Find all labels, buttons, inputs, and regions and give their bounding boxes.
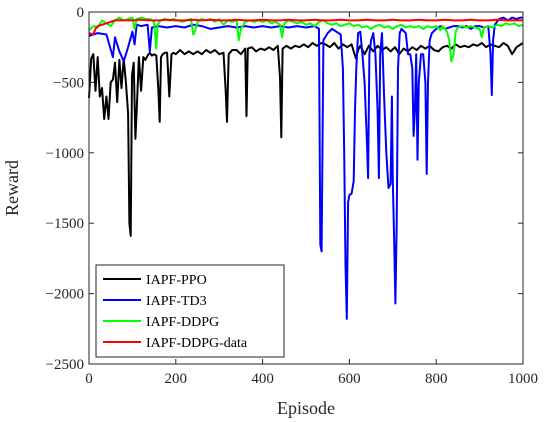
x-tick-label: 200 (165, 371, 188, 387)
legend: IAPF-PPO IAPF-TD3 IAPF-DDPG IAPF-DDPG-data (95, 264, 285, 358)
x-tick-label: 600 (338, 371, 361, 387)
y-tick-label: 0 (77, 5, 85, 21)
y-axis-title: Reward (2, 160, 22, 216)
series-line-iapf-ddpg (88, 16, 524, 63)
x-axis-ticks: 0 200 400 600 800 1000 (85, 12, 538, 387)
x-tick-label: 800 (425, 371, 448, 387)
x-tick-label: 400 (251, 371, 274, 387)
y-tick-label: −500 (53, 75, 84, 91)
y-tick-label: −2000 (46, 287, 84, 303)
y-tick-label: −1500 (46, 216, 84, 232)
legend-label: IAPF-DDPG (146, 315, 219, 330)
y-axis-ticks: 0 −500 −1000 −1500 −2000 −2500 (46, 5, 523, 373)
x-tick-label: 1000 (508, 371, 538, 387)
series-layer (88, 16, 524, 320)
y-tick-label: −2500 (46, 357, 84, 373)
x-tick-label: 0 (85, 371, 93, 387)
legend-label: IAPF-TD3 (146, 294, 207, 309)
legend-entry: IAPF-DDPG (103, 315, 219, 330)
y-tick-label: −1000 (46, 146, 84, 162)
series-line-iapf-ddpg-data (88, 18, 523, 36)
series-line-iapf-ppo (88, 42, 524, 237)
plot-frame (88, 11, 524, 365)
legend-entry: IAPF-TD3 (103, 294, 207, 309)
legend-label: IAPF-DDPG-data (146, 336, 248, 351)
legend-entry: IAPF-PPO (103, 273, 207, 288)
x-axis-title: Episode (277, 398, 335, 418)
legend-label: IAPF-PPO (146, 273, 207, 288)
legend-entry: IAPF-DDPG-data (103, 336, 248, 351)
